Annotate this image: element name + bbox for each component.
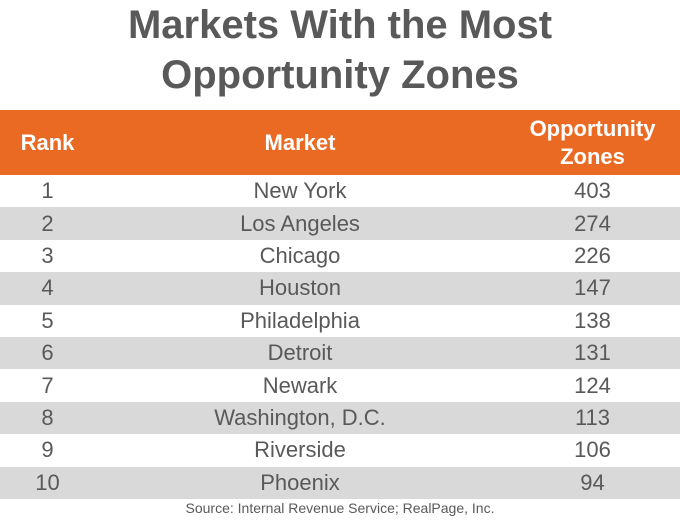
rank-cell: 8 — [41, 404, 54, 430]
rank-cell: 10 — [35, 469, 60, 495]
zones-cell: 147 — [574, 275, 611, 301]
table-row: 8 Washington, D.C. 113 — [0, 401, 680, 435]
table-row: 6 Detroit 131 — [0, 336, 680, 370]
market-cell: Newark — [262, 372, 338, 398]
rank-cell: 5 — [41, 307, 54, 333]
zones-cell: 226 — [574, 242, 611, 268]
market-cell: Los Angeles — [240, 210, 360, 236]
source-note: Source: Internal Revenue Service; RealPa… — [185, 500, 495, 516]
header-opportunity-zones: Opportunity Zones — [529, 115, 656, 169]
table-row: 2 Los Angeles 274 — [0, 207, 680, 240]
zones-cell: 94 — [580, 469, 605, 495]
table-header-row: Rank Market Opportunity Zones — [0, 110, 680, 175]
table-row: 3 Chicago 226 — [0, 240, 680, 272]
zones-cell: 138 — [574, 307, 611, 333]
market-cell: Houston — [259, 275, 341, 301]
table-row: 10 Phoenix 94 — [0, 466, 680, 499]
market-cell: Washington, D.C. — [214, 404, 386, 430]
zones-cell: 124 — [574, 372, 611, 398]
table-row: 5 Philadelphia 138 — [0, 305, 680, 337]
zones-cell: 403 — [574, 178, 611, 204]
market-cell: New York — [253, 178, 347, 204]
market-cell: Phoenix — [260, 469, 340, 495]
rank-cell: 4 — [41, 275, 54, 301]
table-row: 9 Riverside 106 — [0, 434, 680, 466]
table-row: 1 New York 403 — [0, 175, 680, 207]
rank-cell: 2 — [41, 210, 54, 236]
chart-title: Markets With the Most Opportunity Zones — [127, 3, 553, 97]
rank-cell: 7 — [41, 372, 54, 398]
zones-cell: 274 — [574, 210, 611, 236]
table-row: 7 Newark 124 — [0, 369, 680, 401]
header-rank: Rank — [20, 129, 75, 155]
market-cell: Riverside — [254, 437, 346, 463]
rank-cell: 6 — [41, 340, 54, 366]
table-row: 4 Houston 147 — [0, 272, 680, 305]
market-cell: Philadelphia — [240, 307, 360, 333]
rank-cell: 9 — [41, 437, 54, 463]
zones-cell: 131 — [574, 340, 611, 366]
table-body: 1 New York 403 2 Los Angeles 274 3 Chicago 226 4 H… — [0, 175, 680, 499]
market-cell: Detroit — [267, 340, 333, 366]
rank-cell: 3 — [41, 242, 54, 268]
market-cell: Chicago — [259, 242, 341, 268]
zones-cell: 106 — [574, 437, 611, 463]
rank-cell: 1 — [41, 178, 54, 204]
header-market: Market — [264, 129, 336, 155]
zones-cell: 113 — [574, 404, 611, 430]
opportunity-zones-table: Rank Market Opportunity Zones 1 New York 4… — [0, 110, 680, 499]
